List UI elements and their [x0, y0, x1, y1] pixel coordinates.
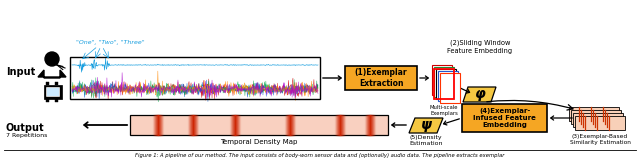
- Text: Multi-scale
Exemplars: Multi-scale Exemplars: [429, 105, 458, 116]
- Text: (1)Exemplar
Extraction: (1)Exemplar Extraction: [355, 68, 407, 88]
- Bar: [46, 99, 49, 102]
- Bar: [432, 65, 452, 95]
- Text: ψ: ψ: [420, 118, 431, 132]
- Polygon shape: [409, 118, 443, 133]
- Text: Input: Input: [6, 67, 35, 77]
- Text: (5)Density
Estimation: (5)Density Estimation: [409, 135, 443, 146]
- Text: (2)Sliding Window
Feature Embedding: (2)Sliding Window Feature Embedding: [447, 40, 513, 54]
- Bar: [55, 82, 58, 85]
- Bar: [440, 73, 460, 103]
- Bar: [55, 99, 58, 102]
- Text: Temporal Density Map: Temporal Density Map: [220, 139, 298, 145]
- Bar: [569, 107, 619, 121]
- Polygon shape: [463, 87, 496, 102]
- Bar: [70, 57, 320, 99]
- Bar: [44, 85, 62, 99]
- Bar: [434, 69, 454, 99]
- Bar: [46, 82, 49, 85]
- Text: Figure 1: A pipeline of our method. The input consists of body-worn sensor data : Figure 1: A pipeline of our method. The …: [135, 154, 505, 158]
- Text: Output: Output: [6, 123, 45, 133]
- Bar: [462, 104, 547, 132]
- Text: (3)Exemplar-Based
Similarity Estimation: (3)Exemplar-Based Similarity Estimation: [570, 134, 630, 145]
- Bar: [434, 67, 454, 97]
- Text: φ: φ: [475, 87, 485, 101]
- Text: 7 Repetitions: 7 Repetitions: [6, 133, 47, 139]
- Bar: [345, 66, 417, 90]
- Bar: [46, 87, 60, 97]
- Text: (4)Exemplar-
Infused Feature
Embedding: (4)Exemplar- Infused Feature Embedding: [473, 108, 536, 128]
- Bar: [571, 110, 621, 124]
- Bar: [130, 115, 388, 135]
- Bar: [575, 116, 625, 130]
- Bar: [436, 69, 456, 99]
- Bar: [47, 88, 59, 96]
- Text: "One", "Two", "Three": "One", "Two", "Three": [76, 40, 144, 45]
- Bar: [573, 113, 623, 127]
- Circle shape: [45, 52, 59, 66]
- Polygon shape: [38, 70, 66, 78]
- Bar: [438, 71, 458, 101]
